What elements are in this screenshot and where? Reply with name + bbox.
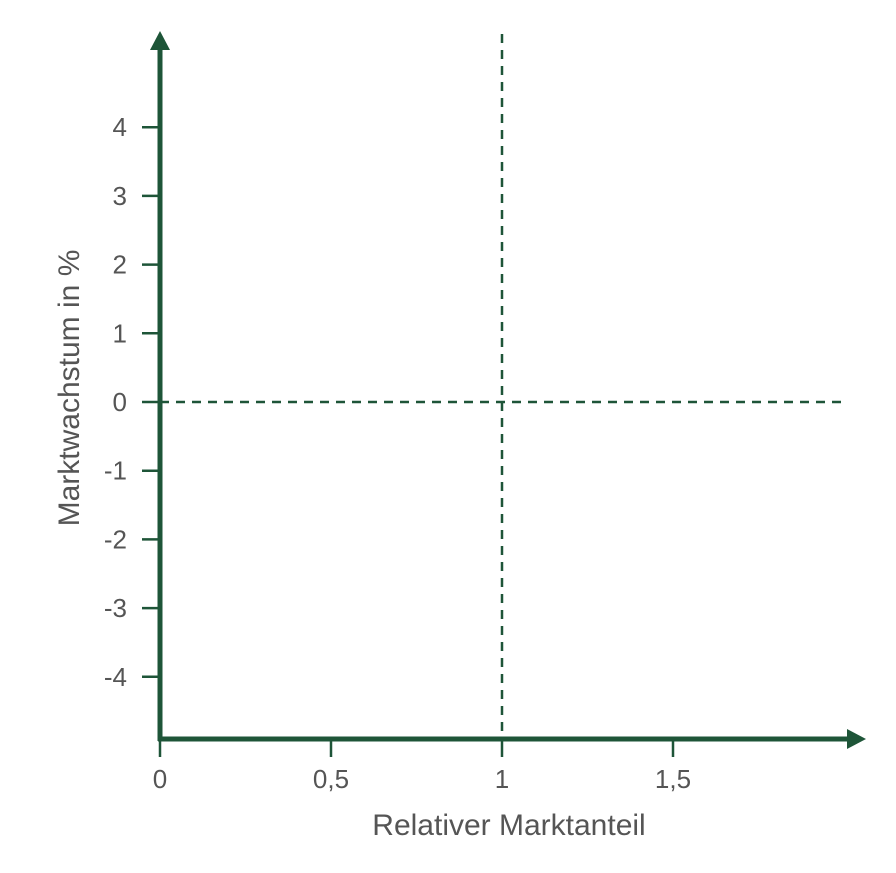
x-axis-title: Relativer Marktanteil xyxy=(372,809,645,842)
y-axis-arrow-icon xyxy=(150,31,170,50)
x-tick-label: 1,5 xyxy=(655,764,691,794)
y-axis-title: Marktwachstum in % xyxy=(53,250,86,527)
y-tick-label: 3 xyxy=(113,181,127,211)
y-tick-label: -3 xyxy=(104,593,127,623)
x-tick-label: 0,5 xyxy=(313,764,349,794)
y-tick-label: -2 xyxy=(104,524,127,554)
x-tick-label: 1 xyxy=(495,764,509,794)
ticks: 4 3 2 1 0 -1 -2 -3 -4 0 0,5 1 1,5 xyxy=(104,112,691,794)
y-tick-label: 0 xyxy=(113,387,127,417)
axes xyxy=(150,31,866,749)
x-tick-label: 0 xyxy=(153,764,167,794)
x-axis-arrow-icon xyxy=(847,729,866,749)
y-tick-label: -4 xyxy=(104,662,127,692)
y-tick-label: 2 xyxy=(113,250,127,280)
y-tick-label: 4 xyxy=(113,112,127,142)
reference-lines xyxy=(160,34,846,739)
y-tick-label: 1 xyxy=(113,318,127,348)
y-tick-label: -1 xyxy=(104,456,127,486)
